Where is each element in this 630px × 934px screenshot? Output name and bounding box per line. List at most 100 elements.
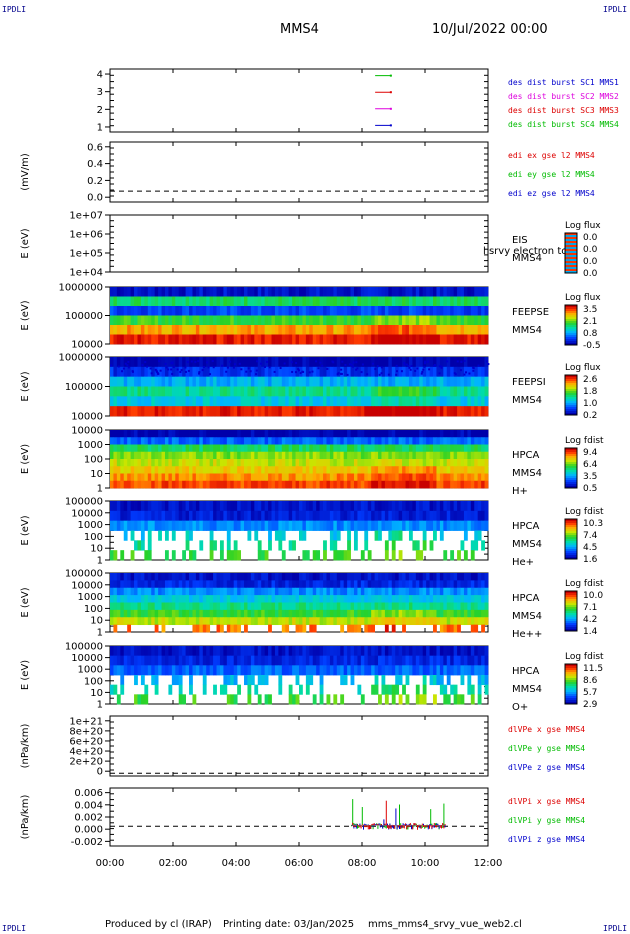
spectrogram-cell [140,386,145,397]
spectrogram-cell [477,315,482,326]
spectrogram-cell [388,609,393,618]
spectrogram-cell [147,646,152,657]
spectrogram-cell [481,334,485,345]
spectrogram-cell [274,315,279,326]
spectrogram-cell [171,609,176,618]
spectrogram-speck [117,365,120,368]
spectrogram-cell [312,357,317,368]
spectrogram-cell [391,325,396,335]
spectrogram-cell [388,573,393,581]
spectrogram-cell [140,520,145,531]
spectrogram-cell [333,376,338,387]
spectrogram-cell [402,430,406,438]
spectrogram-cell [477,451,482,460]
spectrogram-cell [443,444,448,453]
spectrogram-cell [171,510,176,522]
spectrogram-cell [199,459,204,467]
spectrogram-cell [467,430,472,438]
spectrogram-cell [137,665,142,676]
spectrogram-cell [171,406,176,417]
spectrogram-cell [123,580,128,589]
spectrogram-cell [450,473,455,482]
spectrogram-cell [130,444,135,453]
spectrogram-cell [213,325,217,335]
spectrogram-cell [299,501,303,512]
spectrogram-cell [123,655,128,666]
spectrogram-cell [299,306,303,316]
spectrogram-cell [319,501,324,512]
y-tick-label: 1 [97,556,103,567]
spectrogram-cell [319,444,324,453]
spectrogram-cell [110,609,114,618]
colorbar-swatch [565,674,577,677]
colorbar-swatch [565,313,577,316]
spectrogram-cell [360,655,365,666]
spectrogram-cell [202,665,207,676]
spectrogram-speck [221,364,224,367]
spectrogram-cell [295,444,300,453]
spectrogram-cell [230,609,235,618]
spectrogram-cell [326,580,331,589]
spectrogram-cell [467,587,472,596]
spectrogram-cell [199,386,204,397]
spectrogram-cell [429,325,434,335]
spectrogram-cell [384,609,389,618]
spectrogram-cell [302,459,307,467]
colorbar-swatch [565,401,577,404]
spectrogram-cell [151,296,156,307]
spectrogram-cell [312,459,317,467]
spectrogram-cell [316,444,321,453]
spectrogram-speck [229,360,232,363]
colorbar-swatch [565,253,577,256]
spectrogram-cell [164,510,169,522]
spectrogram-cell [422,665,427,676]
spectrogram-cell [209,573,214,581]
spectrogram-cell [405,459,410,467]
spectrogram-cell [439,617,444,626]
spectrogram-cell [439,315,444,326]
spectrogram-cell [405,376,410,387]
spectrogram-cell [378,466,382,474]
spectrogram-cell [244,580,248,589]
spectrogram-cell [209,296,214,307]
spectrogram-cell [171,675,176,686]
spectrogram-cell [381,510,386,522]
spectrogram-cell [226,325,231,335]
spectrogram-cell [484,609,489,618]
spectrogram-cell [268,451,272,460]
spectrogram-cell [230,602,235,611]
spectrogram-cell [443,466,448,474]
panel-frame [109,214,489,273]
spectrogram-cell [137,587,142,596]
spectrogram-cell [463,580,468,589]
y-tick-label: 100 [84,532,103,543]
spectrogram-cell [123,573,128,581]
spectrogram-cell [374,595,379,603]
spectrogram-cell [192,287,197,297]
spectrogram-cell [168,580,173,589]
colorbar-swatch [565,611,577,614]
spectrogram-cell [295,520,300,531]
spectrogram-speck [121,370,124,373]
spectrogram-cell [144,473,149,482]
spectrogram-cell [343,296,348,307]
spectrogram-cell [450,665,455,676]
spectrogram-cell [477,366,482,378]
x-tick-label: 10:00 [411,858,440,869]
spectrogram-cell [219,473,224,482]
spectrogram-cell [226,437,231,445]
spectrogram-cell [154,473,159,482]
spectrogram-cell [120,357,125,368]
spectrogram-cell [450,520,455,531]
spectrogram-cell [391,602,396,611]
spectrogram-cell [302,287,307,297]
spectrogram-cell [237,501,241,512]
spectrogram-cell [402,459,406,467]
spectrogram-cell [388,501,393,512]
spectrogram-cell [199,602,204,611]
spectrogram-speck [301,370,304,373]
spectrogram-cell [436,473,441,482]
spectrogram-cell [240,386,245,397]
spectrogram-cell [158,530,162,541]
spectrogram-cell [292,520,296,531]
